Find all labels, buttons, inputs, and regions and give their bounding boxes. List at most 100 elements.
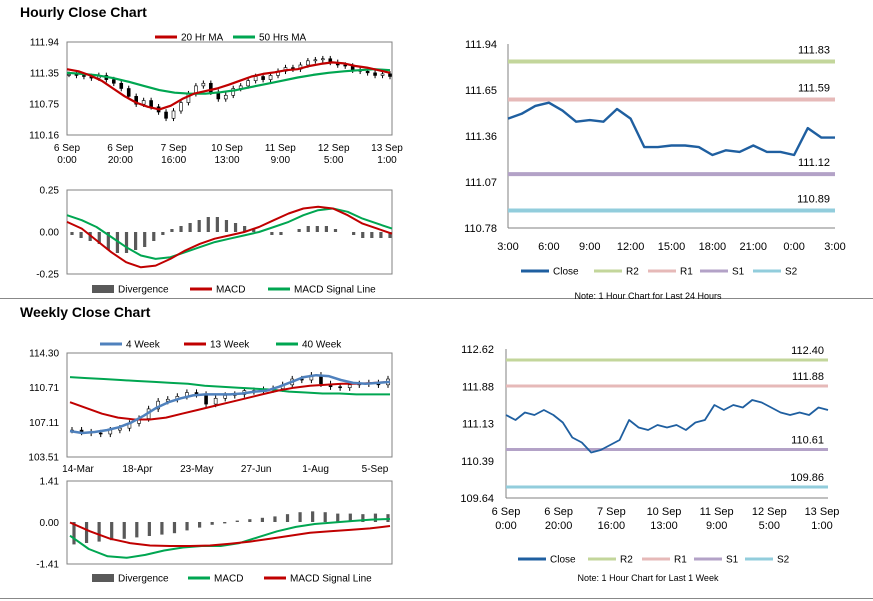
hourly-candle-body (343, 64, 348, 67)
weekly1w-x-tick: 12 Sep (752, 506, 787, 518)
hourly-candle-body (253, 76, 258, 81)
weekly-price-x-tick: 23-May (180, 464, 213, 475)
hourly-divergence-bar (306, 226, 310, 232)
hourly24-y-tick: 111.65 (465, 85, 497, 97)
hourly24-level-label-s2: 110.89 (797, 194, 830, 206)
hourly-divergence-bar (270, 232, 274, 235)
weekly-divergence-bar (172, 522, 177, 534)
hourly24-close-line (507, 101, 835, 157)
hourly24-legend-s1: S1 (732, 267, 745, 278)
weekly-macd-y-tick: -1.41 (36, 560, 59, 571)
hourly-divergence-bar (170, 229, 174, 232)
hourly-price-y-tick: 110.16 (29, 131, 59, 142)
weekly1w-x-tick-time: 1:00 (811, 520, 832, 532)
weekly-candle-body (213, 398, 218, 405)
hourly-price-y-tick: 111.94 (30, 38, 60, 49)
hourly24-x-tick: 9:00 (579, 241, 600, 253)
hourly-divergence-bar (161, 232, 165, 235)
hourly24-x-tick: 6:00 (538, 241, 559, 253)
weekly-divergence-bar (323, 512, 327, 522)
hourly-signal-line (66, 207, 393, 260)
hourly-divergence-bar (315, 226, 319, 232)
hourly24-legend-r1: R1 (680, 267, 693, 278)
weekly1w-note: Note: 1 Hour Chart for Last 1 Week (578, 573, 719, 583)
weekly1w-y-tick: 112.62 (461, 344, 494, 356)
hourly-candle-body (119, 82, 124, 89)
hourly-candle-body (373, 72, 377, 76)
weekly-divergence-bar (110, 522, 114, 541)
weekly-legend-40wk: 40 Week (302, 340, 342, 351)
hourly-legend-ma20: 20 Hr MA (181, 33, 224, 44)
weekly-price-y-tick: 103.51 (28, 453, 59, 464)
weekly-divergence-bar (97, 522, 101, 542)
hourly-divergence-bar (70, 232, 74, 235)
weekly-13wk-line (69, 380, 391, 421)
weekly-price-y-tick: 114.30 (29, 349, 59, 360)
hourly-price-x-tick: 12 Sep (318, 143, 350, 154)
hourly-divergence-bar (297, 229, 301, 232)
weekly-price-x-tick: 18-Apr (122, 464, 153, 475)
hourly-candle-body (268, 75, 273, 80)
hourly-divergence-bar (215, 217, 219, 232)
hourly-candle-body (388, 73, 392, 77)
hourly24-level-label-r2: 111.83 (798, 44, 830, 56)
hourly-macd-y-tick: 0.25 (40, 186, 60, 197)
hourly-divergence-bar (134, 232, 138, 250)
hourly-divergence-bar (379, 232, 383, 238)
hourly-price-x-tick-time: 0:00 (57, 155, 77, 166)
hourly-divergence-bar (115, 232, 120, 253)
weekly-candle-body (347, 384, 352, 388)
hourly24-level-label-s1: 111.12 (798, 157, 830, 169)
hourly-candle-body (246, 80, 250, 87)
hourly-divergence-bar (279, 232, 283, 235)
weekly1w-x-tick: 11 Sep (700, 506, 734, 518)
weekly-price-x-tick: 5-Sep (362, 464, 389, 475)
hourly-divergence-bar (179, 226, 183, 232)
hourly-candle-body (164, 111, 168, 119)
hourly-price-x-tick-time: 16:00 (161, 155, 186, 166)
hourly-macd-y-tick: 0.00 (40, 228, 60, 239)
weekly-divergence-bar (160, 522, 164, 535)
hourly24-legend-close: Close (553, 267, 579, 278)
weekly-price-y-tick: 110.71 (29, 383, 59, 394)
weekly1w-x-tick: 7 Sep (597, 506, 626, 518)
weekly-divergence-bar (361, 514, 365, 522)
hourly-legend-divergence: Divergence (118, 285, 169, 296)
weekly1w-x-tick: 6 Sep (492, 506, 521, 518)
weekly1w-x-tick-time: 20:00 (545, 520, 573, 532)
weekly1w-x-tick-time: 9:00 (706, 520, 727, 532)
hourly24-legend-s2: S2 (785, 267, 798, 278)
hourly-legend-macd: MACD (216, 285, 245, 296)
weekly-divergence-bar (122, 522, 126, 539)
weekly-legend-4wk: 4 Week (126, 340, 161, 351)
weekly-4wk-line (69, 373, 391, 435)
weekly-divergence-bar (198, 522, 202, 528)
weekly-candle-body (98, 432, 103, 435)
hourly-candle-body (321, 58, 325, 61)
weekly-macd-plot-area (66, 480, 393, 565)
weekly1w-legend-close: Close (550, 555, 576, 566)
hourly-candle-body (201, 82, 206, 87)
hourly24-y-tick: 111.94 (465, 39, 497, 51)
hourly-price-x-tick: 6 Sep (54, 143, 81, 154)
weekly1w-y-tick: 110.39 (461, 456, 494, 468)
weekly-signal-line (69, 521, 391, 547)
hourly-legend-signal: MACD Signal Line (294, 285, 376, 296)
hourly-divergence-bar (233, 223, 238, 232)
weekly-price-y-tick: 107.11 (29, 418, 59, 429)
weekly-divergence-bar (298, 512, 302, 522)
hourly-divergence-bar (97, 232, 101, 244)
weekly-divergence-bar (260, 517, 264, 522)
weekly-candle-body (338, 386, 342, 389)
hourly-candle-body (380, 73, 385, 76)
hourly-candle-body (67, 74, 71, 76)
hourly-candle-body (231, 88, 236, 96)
hourly-price-y-tick: 111.35 (30, 69, 60, 80)
hourly24-x-tick: 3:00 (824, 241, 845, 253)
hourly-divergence-bar (143, 232, 147, 247)
hourly-candle-body (141, 100, 146, 105)
hourly-candle-body (126, 88, 131, 97)
hourly-divergence-bar (243, 226, 247, 232)
hourly-macd-y-tick: -0.25 (36, 270, 59, 281)
